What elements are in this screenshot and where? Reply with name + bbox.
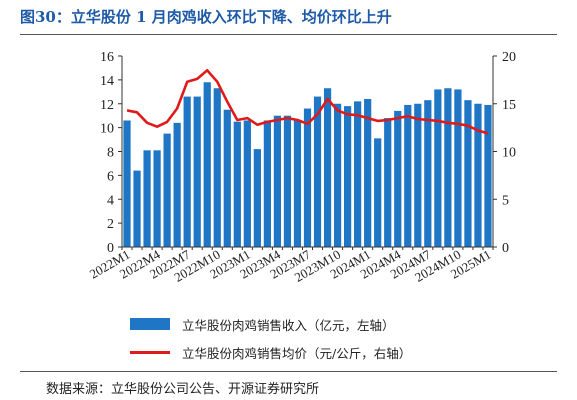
bar-2024M3 (384, 118, 392, 247)
bar-2024M2 (374, 138, 382, 247)
bar-2022M1 (123, 120, 131, 247)
source-note: 数据来源：立华股份公司公告、开源证券研究所 (46, 382, 320, 397)
right-tick-label: 10 (502, 146, 516, 161)
left-tick-label: 4 (107, 193, 114, 208)
legend-label-price: 立华股份肉鸡销售均价（元/公斤，右轴） (182, 346, 412, 361)
bar-2023M8 (313, 96, 322, 248)
bar-2023M1 (243, 120, 251, 247)
legend-bar-swatch (130, 318, 170, 330)
figure-title: 图30：立华股份 1 月肉鸡收入环比下降、均价环比上升 (20, 8, 392, 26)
figure-header: 图30：立华股份 1 月肉鸡收入环比下降、均价环比上升 (0, 0, 577, 34)
bar-2023M7 (303, 108, 312, 248)
left-tick-label: 2 (107, 217, 114, 232)
bar-2024M12 (474, 103, 482, 247)
bar-2023M6 (293, 120, 302, 247)
bar-2024M10 (454, 89, 462, 247)
bar-2022M2 (133, 170, 141, 247)
left-tick-label: 16 (100, 50, 114, 65)
left-tick-label: 10 (100, 122, 114, 137)
bar-2022M3 (143, 150, 151, 247)
bar-2023M10 (333, 103, 342, 247)
bar-2024M4 (394, 110, 402, 247)
left-tick-label: 0 (107, 241, 114, 256)
bar-2022M5 (163, 133, 171, 247)
bar-2024M6 (414, 103, 422, 247)
bar-2023M11 (343, 106, 352, 247)
right-tick-label: 0 (502, 241, 509, 256)
bar-2025M1 (484, 104, 492, 247)
legend-line-swatch (130, 351, 170, 354)
bar-2024M9 (444, 88, 452, 247)
left-tick-label: 14 (100, 74, 114, 89)
legend-item-price: 立华股份肉鸡销售均价（元/公斤，右轴） (130, 342, 550, 364)
bar-2022M6 (173, 122, 181, 247)
left-tick-label: 8 (107, 146, 114, 161)
bar-2022M11 (223, 109, 231, 247)
bar-2023M9 (323, 88, 332, 247)
bottom-rule (20, 371, 557, 372)
right-tick-label: 20 (502, 50, 516, 65)
legend-label-revenue: 立华股份肉鸡销售收入（亿元，左轴） (182, 318, 395, 333)
bar-2023M4 (273, 115, 282, 247)
price-line (126, 69, 489, 135)
bar-2024M11 (464, 100, 472, 247)
bar-2022M4 (153, 150, 161, 247)
left-tick-label: 12 (100, 98, 114, 113)
bar-2022M12 (233, 121, 241, 247)
right-tick-label: 5 (502, 193, 509, 208)
bar-2023M3 (263, 120, 272, 247)
bar-2022M9 (203, 82, 211, 247)
bar-2023M2 (253, 149, 261, 247)
bar-2024M8 (434, 89, 442, 247)
bar-2023M12 (354, 101, 362, 247)
bar-2024M7 (424, 100, 432, 247)
legend-item-revenue: 立华股份肉鸡销售收入（亿元，左轴） (130, 314, 550, 336)
left-tick-label: 6 (107, 169, 114, 184)
bar-2023M5 (283, 115, 292, 247)
bar-2024M5 (404, 104, 412, 247)
bar-2022M10 (213, 88, 221, 247)
bar-2022M7 (183, 96, 191, 248)
right-tick-label: 15 (502, 98, 516, 113)
bar-2022M8 (193, 96, 201, 248)
bar-2024M1 (364, 98, 372, 247)
top-rule (20, 34, 557, 35)
